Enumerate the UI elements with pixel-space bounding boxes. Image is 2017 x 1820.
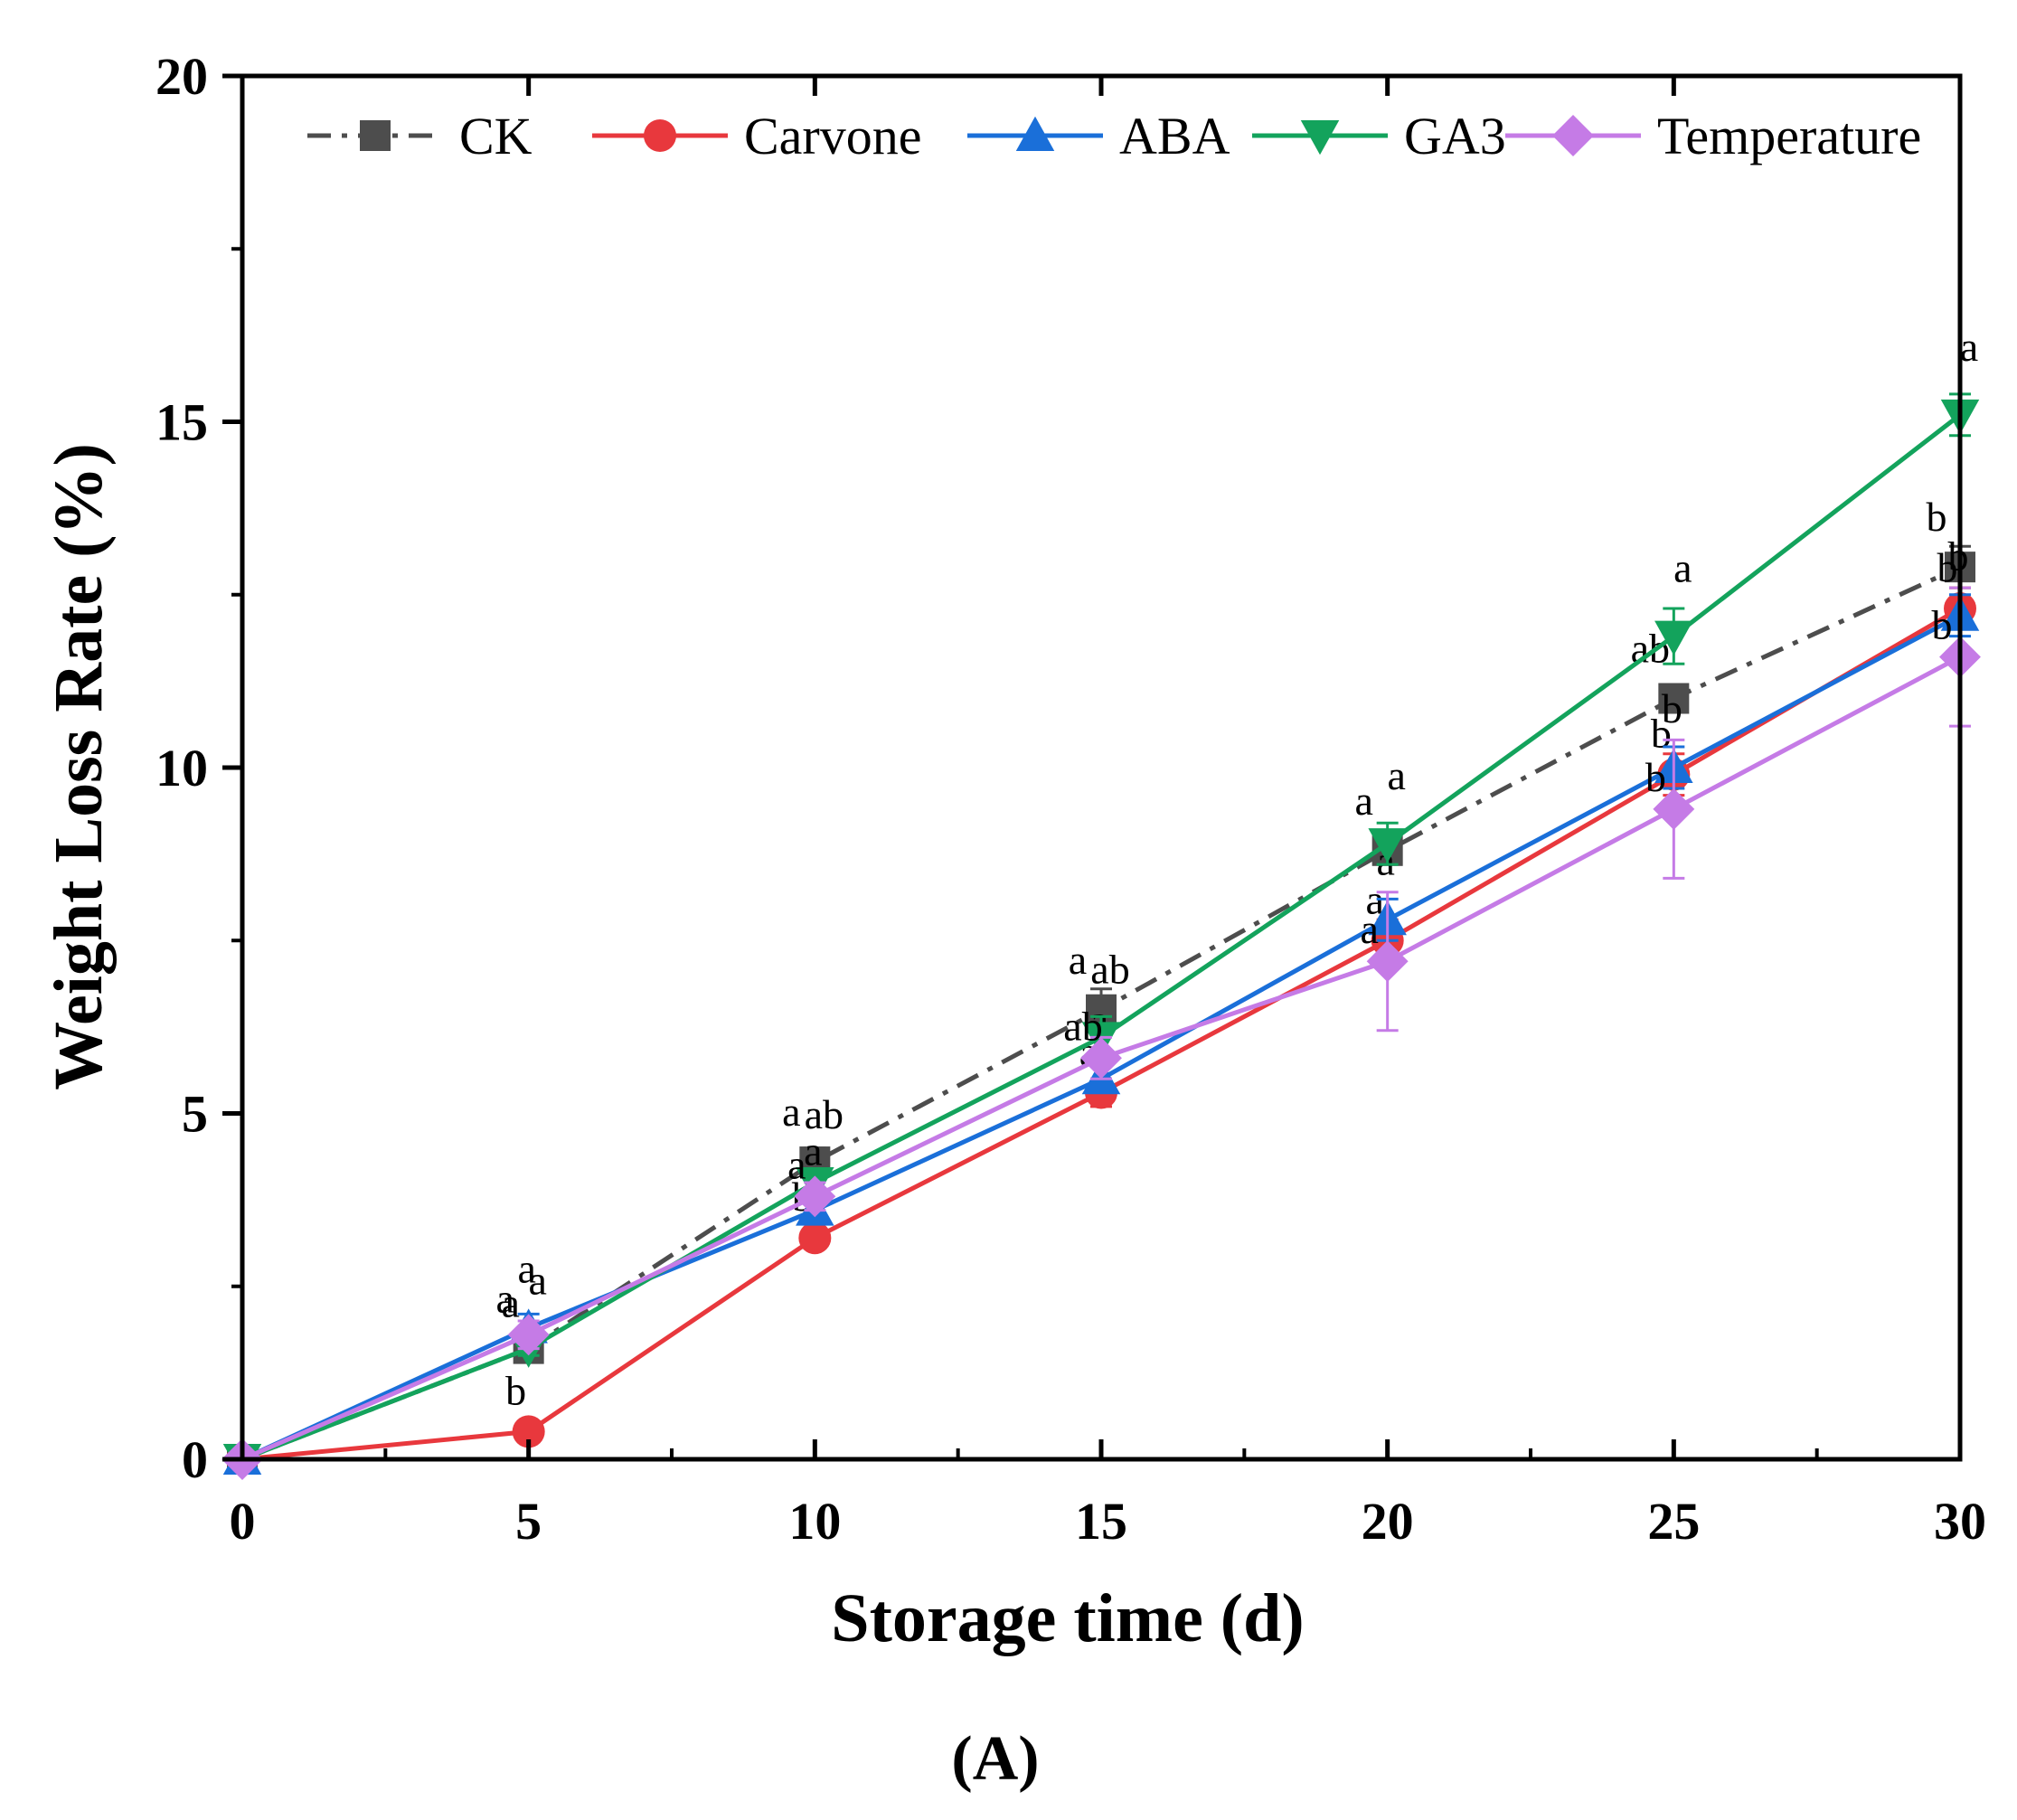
- legend-marker: [360, 120, 391, 151]
- x-axis-title: Storage time (d): [831, 1580, 1304, 1656]
- axes-layer: 0 5 10 15 20 25 30 0 5 10 15 20: [156, 47, 1986, 1551]
- legend-label: ABA: [1119, 107, 1230, 165]
- significance-label: ab: [1090, 946, 1129, 992]
- significance-label: a: [517, 1246, 535, 1292]
- legend-label: Carvone: [744, 107, 922, 165]
- data-point: [798, 1221, 832, 1255]
- series-layer: aaaaabbbbaabbaaaabbaababaaaaaababb: [221, 324, 1981, 1480]
- significance-label: a: [1387, 752, 1405, 798]
- legend-item-carvone: Carvone: [592, 107, 922, 165]
- legend-marker: [644, 119, 676, 152]
- y-tick-label: 5: [182, 1085, 208, 1144]
- legend-marker: [1015, 116, 1055, 151]
- legend-item-ck: CK: [307, 107, 533, 165]
- y-tick-label: 15: [156, 393, 208, 452]
- panel-label: (A): [951, 1724, 1039, 1794]
- significance-label: a: [1960, 324, 1978, 370]
- y-tick-label: 0: [182, 1430, 208, 1489]
- significance-label: a: [1354, 778, 1372, 824]
- legend-item-temperature: Temperature: [1505, 107, 1921, 165]
- x-tick-label: 25: [1647, 1492, 1700, 1551]
- significance-label: ab: [805, 1091, 844, 1137]
- legend-label: GA3: [1404, 107, 1506, 165]
- y-tick-label: 20: [156, 47, 208, 106]
- significance-label: a: [1069, 937, 1087, 983]
- data-point: [1654, 620, 1693, 655]
- legend: CK Carvone ABA GA3 Temperature: [307, 107, 1921, 165]
- data-point: [1366, 940, 1409, 983]
- legend-marker: [1300, 120, 1340, 156]
- x-tick-label: 0: [230, 1492, 256, 1551]
- plot-frame: [240, 73, 1963, 1462]
- significance-label: b: [1651, 711, 1672, 757]
- significance-label: a: [1365, 876, 1383, 922]
- data-point: [507, 1314, 550, 1356]
- legend-label: Temperature: [1657, 107, 1921, 165]
- significance-label: ab: [1063, 1003, 1102, 1049]
- data-point: [512, 1415, 545, 1448]
- data-point: [1368, 828, 1407, 863]
- significance-label: a: [1673, 545, 1692, 591]
- x-tick-label: 30: [1934, 1492, 1986, 1551]
- legend-label: CK: [459, 107, 533, 165]
- significance-label: a: [528, 1258, 546, 1304]
- x-tick-label: 15: [1075, 1492, 1127, 1551]
- significance-label: a: [787, 1141, 806, 1187]
- legend-marker: [1552, 115, 1594, 156]
- significance-label: b: [505, 1367, 526, 1413]
- data-point: [1080, 1037, 1122, 1080]
- significance-label: a: [1360, 906, 1378, 952]
- significance-label: a: [804, 1128, 822, 1174]
- legend-item-aba: ABA: [967, 107, 1230, 165]
- significance-label: b: [1937, 544, 1958, 590]
- significance-label: b: [1662, 685, 1682, 731]
- significance-label: b: [1927, 494, 1947, 540]
- significance-label: b: [1645, 754, 1666, 800]
- data-point: [794, 1175, 836, 1218]
- data-point: [1658, 683, 1690, 714]
- x-tick-label: 20: [1362, 1492, 1414, 1551]
- significance-label: b: [1932, 602, 1953, 648]
- significance-label: a: [495, 1276, 514, 1322]
- y-axis-title: Weight Loss Rate (%): [41, 443, 117, 1090]
- x-tick-label: 5: [515, 1492, 542, 1551]
- x-tick-label: 10: [788, 1492, 841, 1551]
- significance-label: a: [782, 1089, 800, 1135]
- significance-label: a: [501, 1279, 519, 1325]
- legend-item-ga3: GA3: [1252, 107, 1506, 165]
- y-tick-label: 10: [156, 739, 208, 797]
- data-point: [1653, 787, 1695, 830]
